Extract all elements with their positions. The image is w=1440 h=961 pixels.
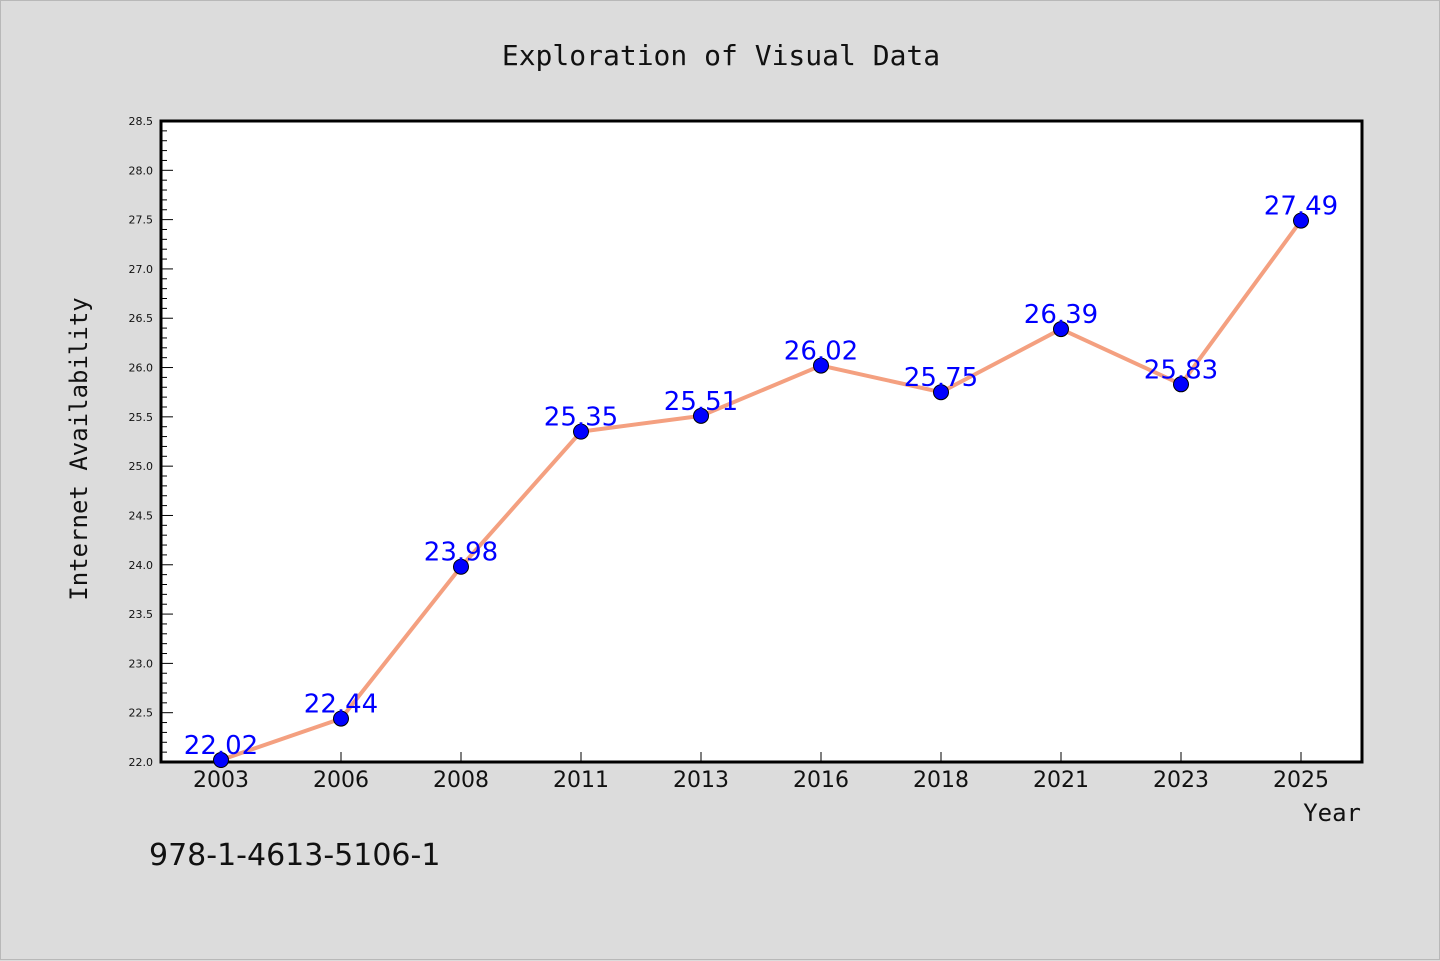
y-tick-label: 28.0	[129, 164, 154, 177]
y-tick-label: 24.0	[129, 559, 154, 572]
x-tick-label: 2008	[433, 768, 489, 793]
x-axis-label: Year	[1303, 799, 1361, 827]
data-label: 26.39	[1024, 300, 1098, 330]
y-tick-label: 23.0	[129, 657, 154, 670]
y-tick-label: 25.5	[129, 411, 154, 424]
x-tick-label: 2023	[1153, 768, 1209, 793]
y-tick-label: 28.5	[129, 115, 154, 128]
data-series: 22.02 22.44 23.98 25.35 25.51 26.02 25.75 26.39…	[184, 192, 1338, 769]
x-axis: 2003 2006 2008 2011 2013 2016 2018 2021 2023 2025	[193, 752, 1329, 793]
plot-area	[159, 119, 1364, 764]
x-tick-label: 2016	[793, 768, 849, 793]
y-axis: 22.0 22.5 23.0 23.5 24.0 24.5 25.0 25.5 26.0 26.5…	[129, 115, 173, 769]
data-point	[1293, 212, 1309, 229]
x-tick-label: 2011	[553, 768, 609, 793]
data-point	[933, 384, 949, 401]
data-label: 25.51	[664, 387, 738, 417]
x-tick-label: 2021	[1033, 768, 1089, 793]
x-tick-label: 2025	[1273, 768, 1329, 793]
data-point	[1173, 376, 1189, 393]
y-axis-label: Internet Availability	[65, 297, 93, 600]
isbn-code: 978-1-4613-5106-1	[149, 838, 440, 873]
data-label: 27.49	[1264, 192, 1338, 222]
data-label: 22.44	[304, 690, 378, 720]
data-label: 25.35	[544, 403, 618, 433]
y-tick-label: 23.5	[129, 608, 154, 621]
data-label: 23.98	[424, 538, 498, 568]
x-tick-label: 2018	[913, 768, 969, 793]
x-tick-label: 2006	[313, 768, 369, 793]
y-tick-label: 22.5	[129, 707, 154, 720]
data-point	[1053, 321, 1069, 338]
y-tick-label: 25.0	[129, 460, 154, 473]
x-tick-label: 2003	[193, 768, 249, 793]
data-point	[693, 407, 709, 424]
chart-title: Exploration of Visual Data	[502, 39, 940, 72]
data-point	[813, 357, 829, 374]
y-tick-label: 26.5	[129, 312, 154, 325]
y-tick-label: 24.5	[129, 509, 154, 522]
data-point	[333, 710, 349, 727]
data-point	[573, 423, 589, 440]
y-tick-label: 27.5	[129, 214, 154, 227]
data-label: 25.83	[1144, 355, 1218, 385]
data-point	[453, 558, 469, 575]
x-tick-label: 2013	[673, 768, 729, 793]
data-point	[213, 752, 229, 769]
y-tick-label: 26.0	[129, 362, 154, 375]
y-tick-label: 27.0	[129, 263, 154, 276]
data-label: 22.02	[184, 731, 258, 761]
data-label: 26.02	[784, 337, 858, 367]
series-line	[219, 218, 1303, 763]
data-label: 25.75	[904, 363, 978, 393]
y-tick-label: 22.0	[129, 756, 154, 769]
